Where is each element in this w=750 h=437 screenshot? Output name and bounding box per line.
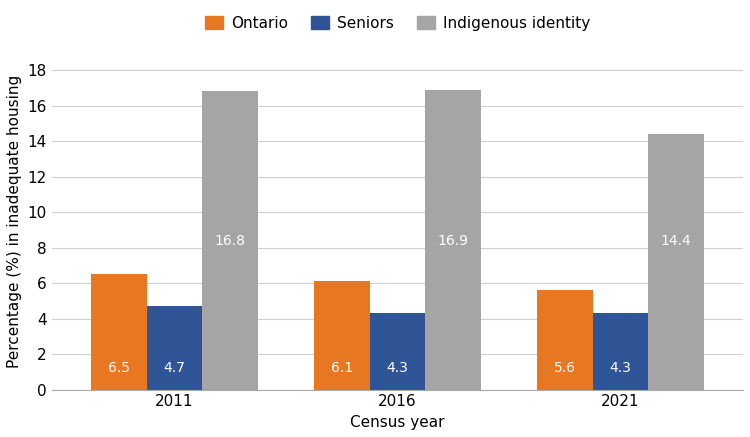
Bar — [648, 134, 704, 390]
Text: 4.3: 4.3 — [386, 361, 408, 375]
Bar — [425, 90, 481, 390]
Text: 4.7: 4.7 — [164, 361, 185, 375]
Bar — [370, 313, 425, 390]
Bar — [202, 91, 258, 390]
Text: 16.9: 16.9 — [438, 234, 469, 248]
Text: 16.8: 16.8 — [214, 234, 246, 248]
Text: 4.3: 4.3 — [610, 361, 632, 375]
Bar — [592, 313, 648, 390]
Text: 6.1: 6.1 — [331, 361, 352, 375]
X-axis label: Census year: Census year — [350, 415, 445, 430]
Bar — [314, 281, 370, 390]
Text: 5.6: 5.6 — [554, 361, 576, 375]
Bar — [537, 290, 592, 390]
Bar — [91, 274, 146, 390]
Legend: Ontario, Seniors, Indigenous identity: Ontario, Seniors, Indigenous identity — [199, 10, 596, 37]
Bar — [146, 306, 202, 390]
Y-axis label: Percentage (%) in inadequate housing: Percentage (%) in inadequate housing — [7, 74, 22, 368]
Text: 6.5: 6.5 — [108, 361, 130, 375]
Text: 14.4: 14.4 — [661, 234, 692, 248]
